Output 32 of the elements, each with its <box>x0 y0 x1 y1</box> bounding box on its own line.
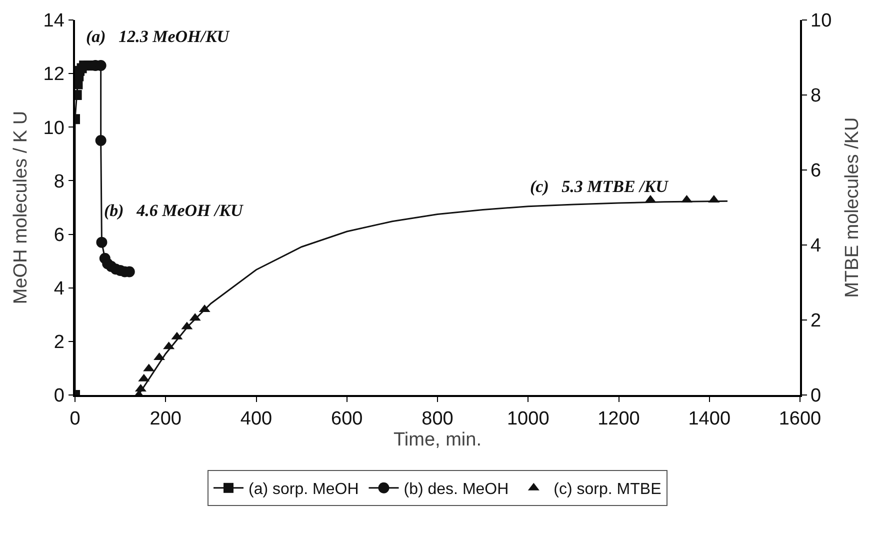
x-tick-label: 400 <box>240 408 272 430</box>
y-tick-label: 10 <box>43 118 64 139</box>
y2-axis-title: MTBE molecules /KU <box>842 117 863 298</box>
y-tick-label: 8 <box>54 171 64 192</box>
annotation: (b) 4.6 MeOH /KU <box>104 201 244 220</box>
annotation: (a) 12.3 MeOH/KU <box>86 27 230 46</box>
legend-label: (c) sorp. MTBE <box>554 481 662 498</box>
x-tick-label: 1200 <box>598 408 640 430</box>
legend-label: (b) des. MeOH <box>404 481 509 498</box>
x-tick-label: 1000 <box>506 408 550 430</box>
y-tick-label: 14 <box>43 10 65 32</box>
legend-label: (a) sorp. MeOH <box>248 481 359 498</box>
y2-tick-label: 4 <box>810 236 822 257</box>
y-tick-label: 2 <box>54 332 64 354</box>
x-tick-label: 0 <box>70 408 80 430</box>
y-tick-label: 0 <box>54 386 64 407</box>
x-tick-label: 600 <box>331 408 363 430</box>
y-tick-label: 12 <box>43 64 64 86</box>
y2-tick-label: 6 <box>810 160 822 182</box>
annotation: (c) 5.3 MTBE /KU <box>530 177 669 196</box>
y-axis-title: MeOH molecules / K U <box>10 110 32 304</box>
x-tick-label: 1400 <box>688 408 731 430</box>
y-tick-label: 6 <box>54 224 64 246</box>
y2-tick-label: 0 <box>810 386 822 407</box>
x-tick-label: 800 <box>422 408 454 430</box>
x-axis-title: Time, min. <box>394 430 482 451</box>
y2-tick-label: 8 <box>810 86 822 107</box>
y2-tick-label: 2 <box>810 310 822 332</box>
y-tick-label: 4 <box>54 278 65 300</box>
y2-tick-label: 10 <box>810 10 832 32</box>
x-tick-label: 1600 <box>778 408 822 430</box>
x-tick-label: 200 <box>150 408 182 430</box>
